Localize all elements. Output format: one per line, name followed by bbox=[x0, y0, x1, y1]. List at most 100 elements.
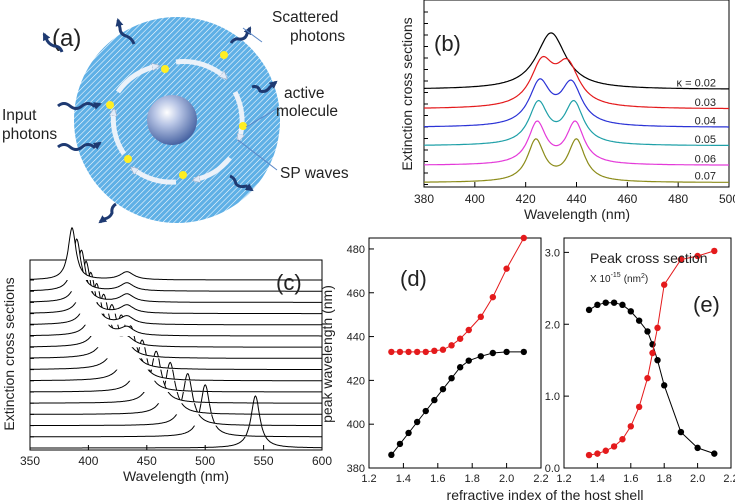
panel-c-x-tick-label: 550 bbox=[254, 454, 274, 468]
panel-c-series bbox=[29, 226, 322, 449]
input-label-2: photons bbox=[2, 126, 57, 143]
panel-e-y-tick-label: 0.0 bbox=[545, 463, 560, 475]
panel-c-series-line bbox=[30, 325, 322, 382]
panel-d-ticks: 1.2 1.4 1.6 1.8 2.0 2.2 380 400 420 440 460 480 bbox=[347, 244, 549, 485]
panel-b-x-tick-label: 400 bbox=[465, 192, 485, 206]
panel-d-series bbox=[388, 234, 527, 459]
panel-e-point bbox=[619, 301, 626, 309]
panel-e-point bbox=[654, 324, 661, 332]
panel-c-series-line bbox=[30, 271, 322, 326]
panel-c-chart: 350 400 450 500 550 600 (c) Wavelength (nm) E… bbox=[1, 226, 332, 484]
panel-d-y-tick-label: 420 bbox=[347, 375, 365, 387]
panel-d-point bbox=[388, 451, 395, 459]
panel-b-x-tick-label: 480 bbox=[668, 192, 688, 206]
panel-b-x-tick-label: 440 bbox=[566, 192, 586, 206]
panel-d-point bbox=[388, 348, 395, 356]
annotation-leaders bbox=[237, 27, 279, 171]
panel-e-point bbox=[694, 252, 701, 260]
panel-e-point bbox=[585, 306, 593, 314]
panel-e-y-tick-label: 2.0 bbox=[545, 319, 560, 331]
panel-b-kappa-label: 0.05 bbox=[695, 134, 716, 146]
panel-d-point bbox=[520, 348, 527, 356]
panel-c-frame bbox=[29, 259, 323, 451]
panel-d-point bbox=[448, 342, 455, 349]
panel-d-x-tick-label: 1.4 bbox=[396, 473, 411, 485]
panel-e-point bbox=[644, 374, 651, 382]
panel-e-point bbox=[610, 443, 618, 450]
panel-b-series-line bbox=[424, 32, 729, 90]
metal-core bbox=[147, 95, 197, 145]
panel-b-y-ticks bbox=[424, 11, 428, 185]
panel-c-series-line bbox=[30, 372, 322, 426]
panel-d-label: (d) bbox=[400, 266, 427, 291]
panel-e-point bbox=[635, 403, 643, 411]
panel-b-chart: 380 400 420 440 460 480 500 κ = 0.02 0.03 0.04 0.… bbox=[399, 0, 735, 222]
panel-e-y-tick-label: 3.0 bbox=[545, 247, 560, 259]
panel-e-point bbox=[619, 436, 626, 443]
panel-b-series-line bbox=[423, 55, 729, 110]
panel-d-point bbox=[477, 313, 484, 321]
panel-c-series-line bbox=[30, 238, 322, 292]
panel-e-series bbox=[585, 247, 718, 459]
panel-e-x-tick-label: 2.0 bbox=[690, 473, 705, 485]
panel-d-point bbox=[422, 348, 429, 356]
panel-e-point bbox=[694, 444, 701, 452]
panel-c-xlabel: Wavelength (nm) bbox=[123, 468, 229, 484]
panel-b-ylabel: Extinction cross sections bbox=[399, 17, 415, 170]
panel-d-point bbox=[489, 293, 497, 301]
panel-e-point bbox=[602, 447, 609, 454]
panel-e-ticks: 1.2 1.4 1.6 1.8 2.0 2.2 0.0 1.0 2.0 3.0 bbox=[545, 247, 735, 485]
panel-c-series-line bbox=[30, 314, 322, 370]
panel-d-x-tick-label: 2.0 bbox=[499, 473, 514, 485]
panel-e-point bbox=[627, 308, 634, 315]
panel-c-series-mask bbox=[30, 396, 322, 448]
panel-b-x-tick-label: 500 bbox=[719, 192, 735, 206]
panel-d-x-tick-label: 1.8 bbox=[465, 473, 480, 485]
panel-d-point bbox=[405, 429, 412, 437]
scattered-label-2: photons bbox=[290, 28, 345, 45]
panel-e-point bbox=[610, 299, 618, 306]
panel-b-kappa-label: 0.04 bbox=[695, 115, 716, 127]
panel-d-point bbox=[439, 346, 447, 353]
panel-b-series-line bbox=[424, 120, 729, 166]
panel-e-title: Peak cross section bbox=[590, 250, 708, 266]
panel-b-kappa-label: κ = 0.02 bbox=[677, 77, 716, 89]
panel-d-point bbox=[503, 348, 510, 356]
panel-d-point bbox=[413, 348, 421, 356]
panel-d-x-tick-label: 1.6 bbox=[430, 473, 445, 485]
panel-d-chart: 1.2 1.4 1.6 1.8 2.0 2.2 380 400 420 440 460 480 (d)… bbox=[319, 234, 549, 485]
panel-d-x-tick-label: 2.2 bbox=[533, 473, 548, 485]
panel-e-point bbox=[711, 450, 718, 457]
panel-e-point bbox=[627, 423, 634, 430]
panel-e-frame bbox=[563, 237, 732, 469]
panel-a-label: (a) bbox=[52, 25, 81, 52]
panel-b-kappa-label: 0.07 bbox=[695, 171, 716, 183]
panel-d-point bbox=[448, 374, 455, 382]
panel-c-series-line bbox=[30, 226, 322, 281]
panel-c-label: (c) bbox=[276, 270, 302, 295]
panel-c-x-tick-label: 350 bbox=[20, 454, 40, 468]
panel-c-series-line bbox=[30, 282, 322, 337]
panel-d-point bbox=[439, 385, 447, 393]
panel-b-frame bbox=[423, 0, 730, 188]
panel-d-y-tick-label: 480 bbox=[347, 244, 365, 256]
panel-d-frame bbox=[368, 237, 542, 469]
panel-e-series-line bbox=[588, 302, 715, 455]
panel-d-ylabel: peak wavelength (nm) bbox=[319, 285, 335, 423]
annotations: Scattered photons active molecule SP wav… bbox=[2, 9, 349, 182]
panel-c-series-line bbox=[30, 395, 322, 449]
panel-e-point bbox=[677, 256, 685, 263]
panel-d-y-tick-label: 400 bbox=[347, 419, 365, 431]
panel-e-point bbox=[677, 428, 685, 436]
panel-e-point bbox=[661, 382, 668, 389]
panel-d-point bbox=[503, 265, 510, 272]
panel-b-series-line bbox=[424, 78, 729, 128]
panel-b-x-tick-label: 460 bbox=[617, 192, 637, 206]
sp-waves-label: SP waves bbox=[280, 165, 349, 182]
panel-b-series-line bbox=[424, 138, 729, 183]
panel-d-point bbox=[431, 347, 438, 355]
panel-d-point bbox=[413, 418, 421, 426]
panel-c-series-line bbox=[30, 361, 322, 415]
panel-d-point bbox=[477, 353, 484, 360]
